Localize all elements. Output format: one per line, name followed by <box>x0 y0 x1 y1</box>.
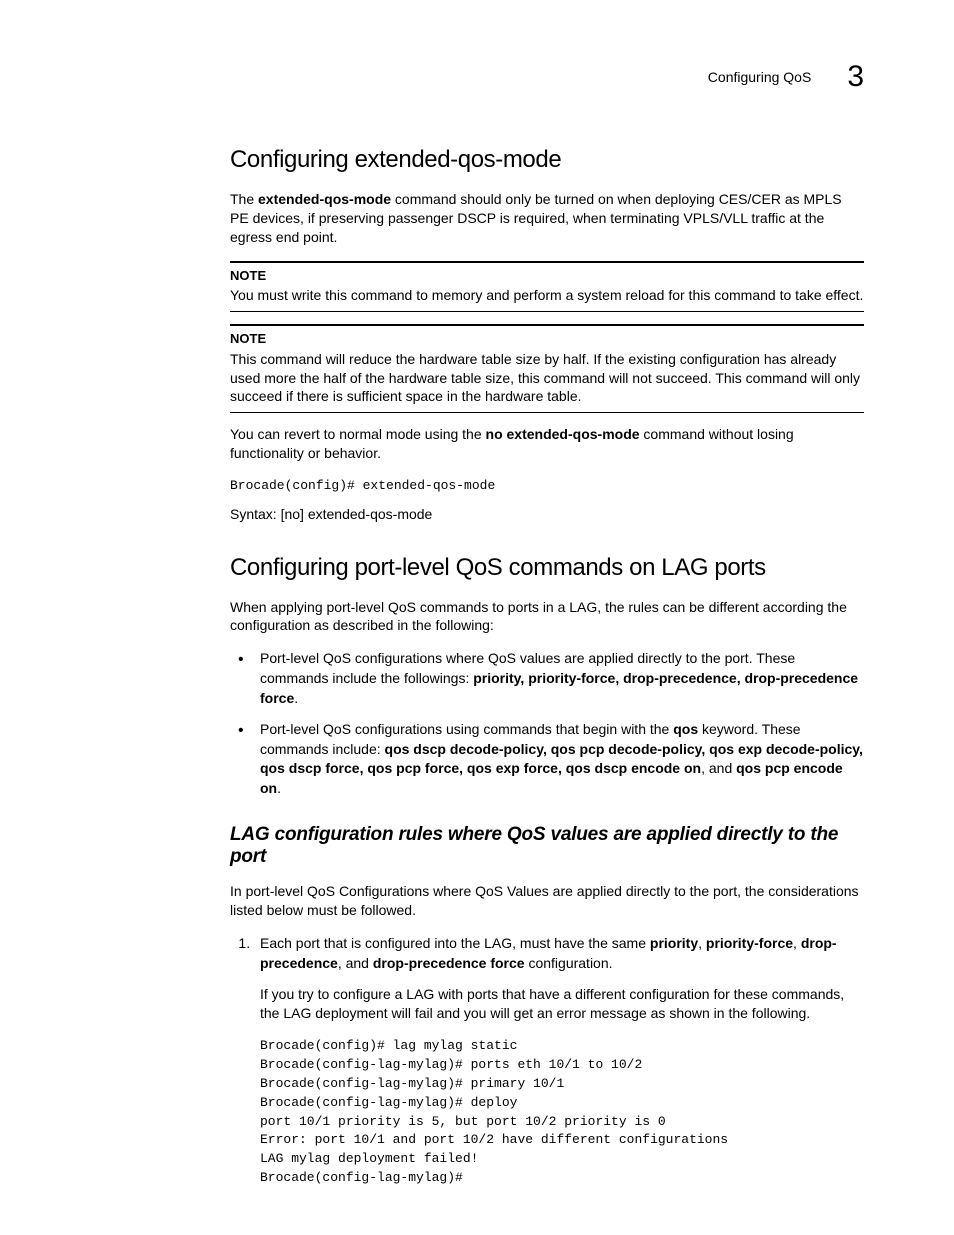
note-label: NOTE <box>230 330 864 348</box>
section1-intro: The extended-qos-mode command should onl… <box>230 190 864 247</box>
bullet-list: Port-level QoS configurations where QoS … <box>230 649 864 798</box>
section-heading-extended-qos: Configuring extended-qos-mode <box>230 146 864 174</box>
syntax-line: Syntax: [no] extended-qos-mode <box>230 505 864 524</box>
revert-paragraph: You can revert to normal mode using the … <box>230 425 864 463</box>
subsection-heading-lag-rules: LAG configuration rules where QoS values… <box>230 824 864 868</box>
item1-para2: If you try to configure a LAG with ports… <box>260 985 864 1023</box>
note-box-1: NOTE You must write this command to memo… <box>230 261 864 312</box>
page-header: Configuring QoS 3 <box>230 60 864 94</box>
chapter-number: 3 <box>847 60 864 94</box>
section3-intro: In port-level QoS Configurations where Q… <box>230 882 864 920</box>
bullet-item-2: Port-level QoS configurations using comm… <box>230 720 864 798</box>
numbered-item-1: Each port that is configured into the LA… <box>254 934 864 973</box>
code-block-lag: Brocade(config)# lag mylag static Brocad… <box>260 1037 864 1188</box>
note-text: You must write this command to memory an… <box>230 286 864 305</box>
numbered-list: Each port that is configured into the LA… <box>230 934 864 973</box>
section-heading-lag-ports: Configuring port-level QoS commands on L… <box>230 554 864 582</box>
note-text: This command will reduce the hardware ta… <box>230 350 864 407</box>
section2-intro: When applying port-level QoS commands to… <box>230 598 864 636</box>
note-label: NOTE <box>230 267 864 285</box>
page: Configuring QoS 3 Configuring extended-q… <box>0 0 954 1235</box>
code-extended-qos: Brocade(config)# extended-qos-mode <box>230 477 864 495</box>
header-title: Configuring QoS <box>708 69 812 85</box>
bullet-item-1: Port-level QoS configurations where QoS … <box>230 649 864 708</box>
note-box-2: NOTE This command will reduce the hardwa… <box>230 324 864 413</box>
